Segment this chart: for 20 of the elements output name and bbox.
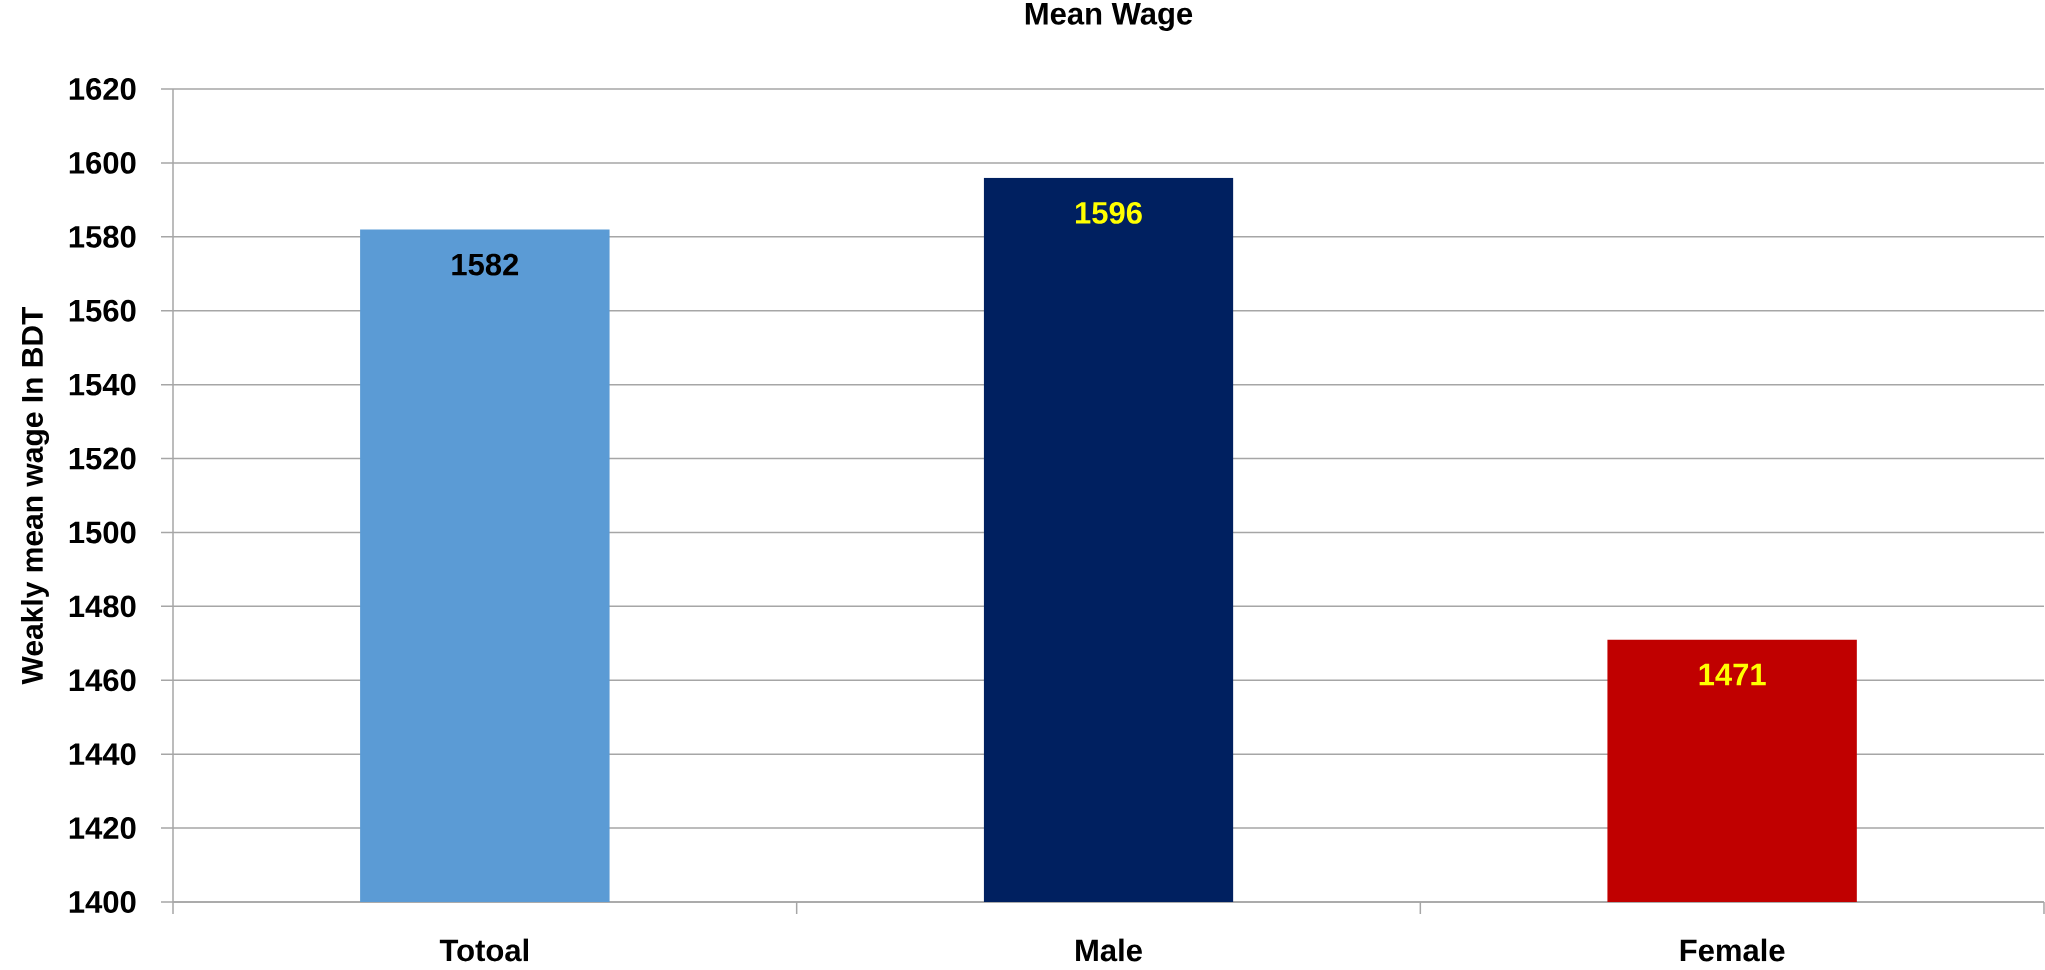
y-tick-label: 1620 bbox=[69, 78, 136, 100]
y-axis-title: Weakly mean wage In BDT bbox=[20, 306, 50, 685]
x-tick-label: Female bbox=[1680, 938, 1785, 962]
x-tick-label: Totoal bbox=[439, 938, 528, 962]
chart-title: Mean Wage bbox=[1025, 3, 1193, 31]
data-label: 1471 bbox=[1699, 663, 1766, 686]
y-tick-label: 1560 bbox=[69, 299, 136, 322]
y-tick-label: 1580 bbox=[69, 225, 136, 248]
y-tick-label: 1500 bbox=[69, 521, 136, 544]
y-tick-label: 1460 bbox=[69, 669, 136, 692]
y-tick-label: 1600 bbox=[69, 151, 136, 174]
y-tick-label: 1440 bbox=[69, 743, 136, 766]
y-tick-label: 1420 bbox=[69, 817, 136, 840]
x-tick-label: Male bbox=[1076, 938, 1142, 962]
data-label: 1582 bbox=[452, 253, 519, 276]
y-tick-label: 1480 bbox=[69, 595, 136, 618]
data-label: 1596 bbox=[1075, 201, 1142, 224]
y-tick-label: 1520 bbox=[69, 447, 136, 470]
y-tick-label: 1400 bbox=[69, 891, 136, 913]
y-tick-label: 1540 bbox=[69, 373, 136, 396]
